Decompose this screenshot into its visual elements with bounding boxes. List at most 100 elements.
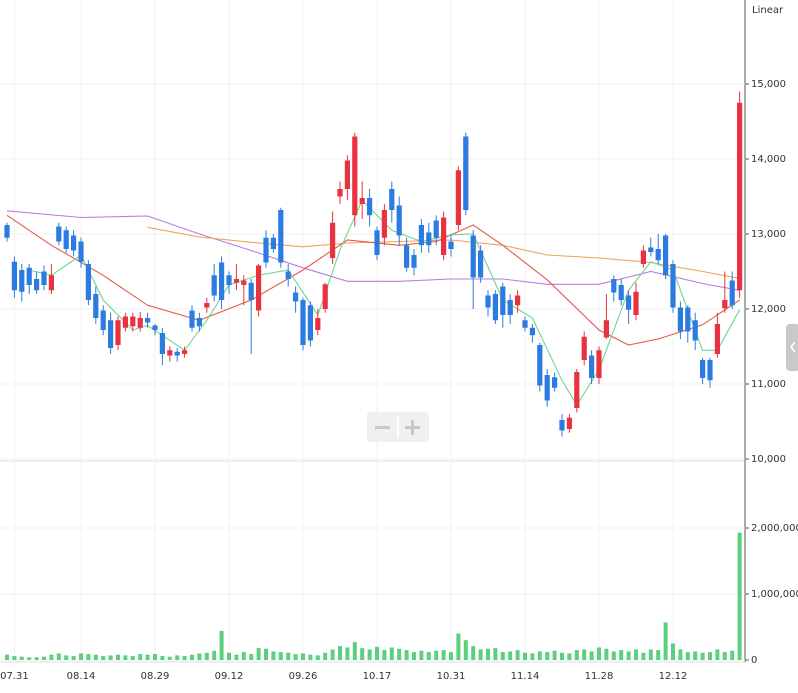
candle-body: [344, 160, 350, 189]
candle-body: [448, 241, 454, 249]
candle-body: [34, 279, 40, 291]
candle-body: [241, 280, 247, 285]
x-tick-label: 08.14: [67, 671, 96, 682]
zoom-out[interactable]: [375, 426, 390, 429]
candle-body: [485, 295, 491, 308]
volume-bar: [160, 656, 165, 660]
candle-body: [322, 284, 328, 309]
candle-body: [404, 245, 410, 268]
candle-body: [529, 327, 535, 336]
candle-body: [93, 294, 99, 318]
volume-bar: [730, 650, 735, 660]
volume-bar: [708, 652, 712, 660]
candle-body: [433, 220, 439, 238]
volume-bar: [722, 652, 727, 660]
volume-bar: [441, 650, 446, 660]
candle-body: [670, 264, 676, 308]
volume-bar: [486, 648, 490, 660]
candle-body: [196, 318, 202, 327]
candle-body: [470, 235, 476, 278]
x-tick-label: 11.28: [585, 671, 614, 682]
candle-body: [381, 210, 387, 238]
candle-body: [293, 292, 299, 302]
volume-bar: [138, 654, 143, 660]
candle-body: [78, 241, 84, 262]
candle-body: [219, 262, 225, 300]
volume-bar: [560, 652, 564, 660]
x-tick-label: 09.12: [215, 671, 244, 682]
candle-body: [145, 318, 151, 323]
candle-body: [41, 271, 47, 285]
y-tick-label: 15,000: [751, 79, 786, 90]
volume-bar: [212, 650, 217, 660]
candle-body: [581, 336, 587, 360]
candle-body: [48, 275, 54, 291]
volume-bar: [426, 652, 431, 660]
candle-body: [256, 265, 262, 311]
volume-bar: [626, 651, 631, 660]
candle-body: [515, 295, 521, 306]
candle-body: [167, 350, 173, 356]
candle-body: [522, 320, 528, 328]
volume-bar: [49, 654, 54, 660]
volume-bar: [634, 649, 638, 660]
candle-body: [663, 235, 669, 276]
volume-bar: [715, 649, 720, 660]
candle-body: [374, 230, 380, 255]
candle-body: [396, 205, 402, 236]
volume-bar: [419, 650, 424, 660]
volume-bar: [315, 655, 320, 660]
volume-bar: [116, 654, 120, 660]
moving-average-line: [6, 210, 740, 291]
volume-bar: [197, 653, 202, 660]
candle-body: [648, 247, 654, 252]
side-handle[interactable]: [786, 324, 798, 371]
volume-bar: [389, 647, 394, 660]
volume-bar: [737, 532, 742, 660]
candle-body: [315, 318, 321, 330]
candle-body: [11, 261, 17, 291]
x-tick-label: 11.14: [511, 671, 540, 682]
volume-bar: [219, 630, 224, 660]
candle-body: [411, 255, 417, 268]
candle-body: [618, 285, 624, 300]
candle-body: [307, 305, 313, 341]
volume-bar: [286, 652, 291, 660]
volume-bar: [530, 653, 535, 660]
volume-bar: [508, 651, 513, 660]
candle-body: [455, 170, 461, 225]
candle-body: [285, 271, 291, 279]
y-tick-label: 0: [751, 655, 757, 666]
volume-bar: [352, 642, 357, 660]
volume-bar: [471, 646, 476, 660]
handle-chevron: [789, 341, 796, 353]
candle-body: [722, 300, 728, 309]
candle-body: [100, 310, 106, 330]
volume-bar: [641, 652, 646, 660]
candle-body: [330, 222, 336, 258]
candle-body: [507, 300, 513, 315]
zoom-control[interactable]: [367, 412, 429, 442]
volume-bar: [34, 657, 39, 660]
volume-bar: [264, 648, 268, 660]
candle-body: [685, 307, 691, 332]
x-tick-label: 09.26: [289, 671, 318, 682]
candle-body: [603, 320, 609, 338]
candle-body: [633, 291, 639, 315]
candle-body: [115, 320, 121, 345]
y-tick-label: 13,000: [751, 229, 786, 240]
candle-body: [707, 360, 713, 381]
candle-body: [63, 230, 69, 249]
volume-bar: [241, 652, 246, 660]
candle-body: [692, 320, 698, 341]
volume-bar: [404, 650, 409, 660]
volume-bar: [204, 652, 209, 660]
volume-bar: [271, 651, 276, 660]
x-tick-label: 10.31: [437, 671, 466, 682]
candle-body: [204, 303, 210, 308]
volume-bar: [64, 655, 69, 660]
volume-bar: [234, 654, 239, 660]
